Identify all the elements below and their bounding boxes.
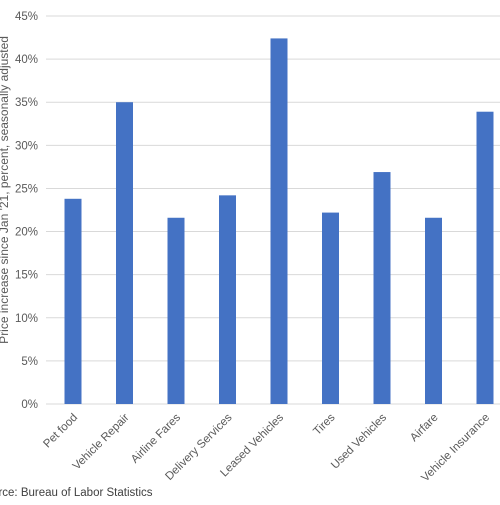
bar — [116, 102, 133, 404]
y-axis-ticks: 0% 5% 10% 15% 20% 25% 30% 35% 40% 45% — [15, 11, 38, 411]
bar — [64, 198, 82, 404]
x-tick-label: Pet food — [41, 412, 80, 451]
y-axis-label: Price increase since Jan '21, percent, s… — [0, 36, 11, 344]
bars — [64, 38, 494, 404]
bar — [476, 111, 494, 404]
bar — [270, 38, 288, 404]
y-tick-label: 45% — [15, 11, 38, 23]
bar — [219, 195, 236, 404]
y-tick-label: 25% — [15, 183, 38, 195]
y-tick-label: 10% — [15, 313, 38, 325]
y-tick-label: 40% — [15, 54, 38, 66]
y-tick-label: 35% — [15, 97, 38, 109]
x-tick-label: Tires — [311, 411, 337, 437]
y-tick-label: 15% — [15, 270, 38, 282]
y-tick-label: 0% — [21, 399, 38, 411]
y-tick-label: 30% — [15, 140, 38, 152]
x-tick-label: Airline Fares — [129, 411, 183, 465]
x-tick-label: Vehicle Repair — [71, 412, 132, 473]
y-tick-label: 20% — [15, 227, 38, 239]
bar — [322, 212, 339, 404]
bar — [167, 217, 185, 404]
bar — [425, 217, 442, 404]
y-tick-label: 5% — [21, 356, 38, 368]
x-tick-label: Airfare — [408, 412, 440, 444]
source-note: Source: Bureau of Labor Statistics — [0, 487, 153, 499]
bar — [373, 172, 391, 404]
x-tick-label: Used Vehicles — [329, 411, 389, 471]
